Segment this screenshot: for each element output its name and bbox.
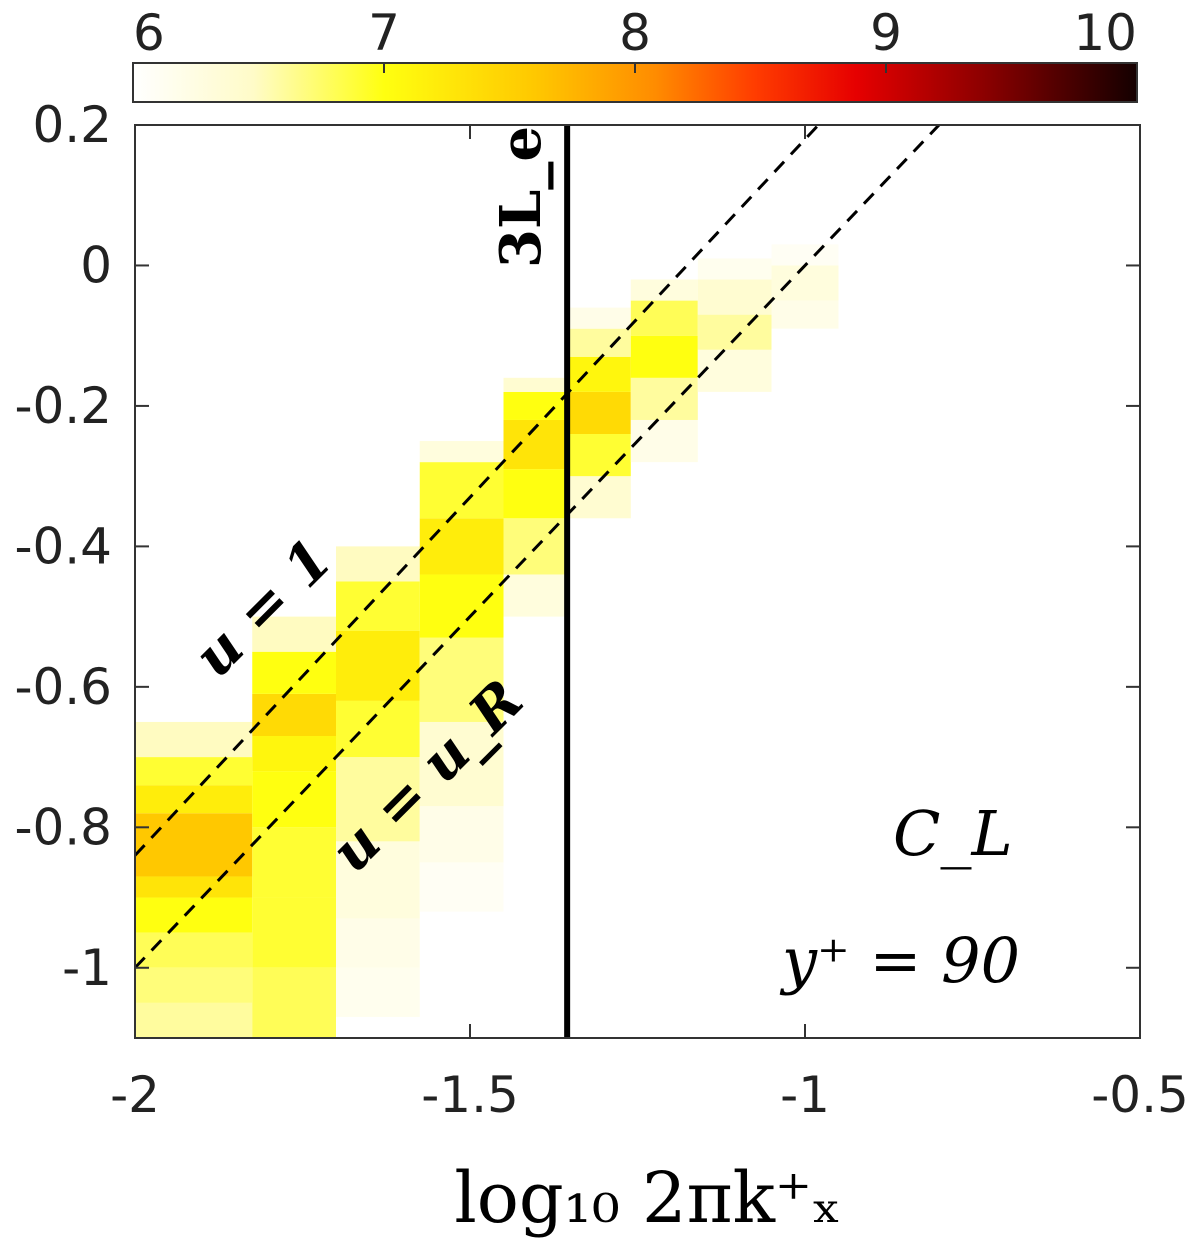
heatmap-cell (697, 314, 772, 350)
heatmap-cell (419, 806, 504, 863)
heatmap-cell (135, 897, 253, 933)
heatmap-cell (135, 1002, 253, 1038)
heatmap-cell (419, 462, 504, 519)
y-tick-label: 0.2 (32, 96, 112, 154)
heatmap-cell (503, 574, 568, 617)
heatmap-cell (252, 651, 336, 694)
heatmap-cell (252, 616, 336, 652)
heatmap-cell (336, 841, 420, 919)
heatmap-cell (135, 876, 253, 898)
heatmap-cell (503, 377, 568, 392)
x-axis: -2 -1.5 -1 -0.5 (110, 125, 1189, 1124)
y-tick-label: -0.8 (14, 798, 112, 856)
y-tick-label: -0.4 (14, 517, 112, 575)
heatmap-cell (419, 862, 504, 912)
y-tick-label: 0 (80, 236, 112, 294)
heatmap-cell (336, 757, 420, 842)
heatmap-cell (135, 967, 253, 1003)
plot-frame (134, 124, 1141, 1039)
colorbar: 6 7 8 9 10 (132, 4, 1138, 103)
heatmap-cell (419, 574, 504, 638)
heatmap-cell (567, 476, 631, 519)
colorbar-tick-label: 7 (368, 4, 400, 62)
heatmap-cells (135, 244, 839, 1038)
y-tick-label: -0.2 (14, 377, 112, 435)
colorbar-tick-label: 6 (133, 4, 165, 62)
heatmap-cell (135, 932, 253, 968)
heatmap-cell (771, 244, 839, 266)
heatmap-cell (567, 307, 631, 329)
heatmap-cell (567, 328, 631, 357)
heatmap-cell (697, 258, 772, 280)
heatmap-cell (336, 967, 420, 1017)
x-tick-label: -2 (110, 1066, 160, 1124)
heatmap-cell (630, 335, 698, 378)
heatmap-cell (503, 391, 568, 420)
heatmap-cell (503, 469, 568, 519)
heatmap-cell (419, 721, 504, 807)
panel-label: C_L (893, 797, 1013, 870)
colorbar-tick-label: 10 (1073, 4, 1137, 62)
heatmap-cell (336, 630, 420, 701)
heatmap-cell (419, 637, 504, 722)
heatmap-cell (252, 771, 336, 828)
heatmap-cell (252, 827, 336, 898)
heatmap-cell (419, 518, 504, 575)
heatmap-cell (252, 897, 336, 968)
colorbar-ticks: 6 7 8 9 10 (132, 4, 1138, 73)
x-tick-label: -1 (780, 1066, 830, 1124)
line-u-equals-uR (135, 125, 941, 969)
reference-lines (135, 125, 941, 1038)
heatmap-cell (630, 419, 698, 463)
heatmap-cell (135, 813, 253, 877)
heatmap-cell (252, 693, 336, 737)
heatmap-cell (252, 967, 336, 1038)
heatmap-cell (567, 356, 631, 392)
heatmap-cell (336, 546, 420, 582)
heatmap-cell (567, 434, 631, 477)
heatmap-cell (697, 279, 772, 315)
heatmap-cell (419, 441, 504, 463)
heatmap-cell (697, 349, 772, 392)
heatmap-cell (567, 391, 631, 435)
heatmap-cell (252, 736, 336, 772)
y-tick-label: -0.6 (14, 658, 112, 716)
label-3Le: 3L_e (488, 126, 554, 268)
heatmap-cell (135, 785, 253, 814)
x-tick-label: -1.5 (421, 1066, 519, 1124)
heatmap-cell (135, 757, 253, 786)
heatmap-cell (771, 300, 839, 329)
x-axis-label: log₁₀ 2πk⁺ₓ (454, 1157, 841, 1239)
heatmap-cell (336, 918, 420, 968)
heatmap-cell (135, 721, 253, 758)
heatmap-cell (336, 700, 420, 758)
yplus-label: y⁺ = 90 (779, 924, 1020, 997)
y-axis: 0.2 0 -0.2 -0.4 -0.6 -0.8 -1 (14, 96, 1140, 997)
heatmap-cell (630, 377, 698, 420)
y-tick-label: -1 (62, 939, 112, 997)
colorbar-tick-label: 8 (619, 4, 651, 62)
x-tick-label: -0.5 (1091, 1066, 1189, 1124)
heatmap-cell (336, 581, 420, 631)
heatmap-cell (771, 265, 839, 301)
heatmap-cell (630, 300, 698, 336)
colorbar-tick-label: 9 (870, 4, 902, 62)
